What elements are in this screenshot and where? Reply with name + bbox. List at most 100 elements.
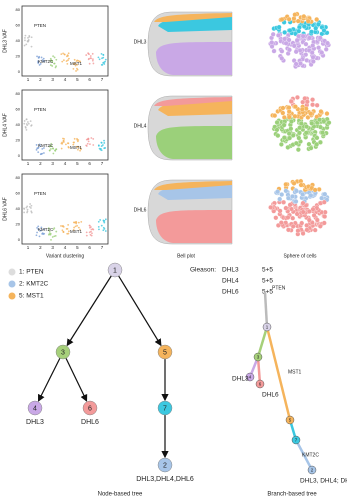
point	[85, 234, 88, 237]
cell	[318, 124, 323, 130]
label: 20	[16, 54, 21, 59]
point	[87, 138, 90, 140]
cell	[296, 135, 302, 141]
cell	[308, 192, 314, 198]
point	[62, 59, 65, 62]
point	[36, 227, 38, 229]
cell	[280, 105, 286, 111]
point	[102, 54, 105, 56]
label: DHL4	[134, 123, 147, 129]
cell	[283, 205, 289, 211]
cell	[319, 195, 325, 201]
y-axis-label: DHL3 VAF	[2, 29, 8, 53]
point	[90, 228, 93, 231]
point	[67, 52, 70, 55]
label: 3	[257, 354, 260, 359]
bell-clone	[154, 13, 232, 22]
cell	[283, 181, 289, 187]
cell	[290, 132, 296, 138]
point	[88, 57, 90, 60]
point	[55, 230, 58, 233]
label: DHL6	[81, 419, 99, 426]
point	[30, 36, 33, 39]
plot-frame	[21, 5, 109, 77]
cell	[286, 37, 292, 43]
cell	[323, 46, 329, 52]
label: 3	[51, 161, 54, 166]
label: 1	[27, 245, 30, 250]
label: 0	[18, 237, 21, 242]
label: 1	[266, 324, 269, 329]
cell	[303, 41, 309, 47]
point	[85, 145, 88, 147]
point	[90, 57, 92, 60]
label: 5: MST1	[19, 293, 44, 300]
point	[67, 224, 70, 226]
label: 60	[16, 23, 21, 28]
point	[77, 226, 80, 229]
node	[157, 400, 173, 416]
edge	[62, 351, 88, 402]
cell	[316, 186, 322, 192]
cell	[287, 202, 293, 208]
label: Gleason:	[190, 267, 216, 274]
point	[25, 43, 28, 46]
point	[54, 149, 57, 152]
label: 3	[61, 349, 65, 356]
label: 2	[39, 77, 42, 82]
cell	[283, 40, 289, 46]
point	[86, 142, 89, 145]
cell	[288, 126, 294, 132]
point	[67, 146, 70, 149]
cell	[291, 180, 297, 186]
cell	[310, 43, 316, 48]
point	[40, 153, 43, 155]
point	[99, 219, 102, 221]
cell	[310, 97, 316, 103]
point	[53, 62, 56, 65]
point	[25, 118, 28, 121]
label: 6	[88, 77, 91, 82]
point	[53, 56, 56, 59]
cell	[278, 220, 284, 226]
cell	[325, 40, 330, 46]
point	[48, 145, 51, 148]
node	[157, 457, 173, 473]
cell	[317, 139, 323, 145]
point	[89, 55, 92, 57]
point	[38, 55, 41, 58]
point	[90, 234, 93, 237]
point	[92, 144, 95, 146]
cell	[314, 141, 320, 147]
cell	[282, 29, 288, 35]
cell	[324, 111, 330, 117]
label: PTEN	[34, 107, 46, 112]
point	[76, 224, 78, 227]
point	[48, 230, 51, 233]
label: DHL6	[134, 207, 147, 213]
point	[30, 45, 33, 48]
point	[73, 137, 76, 140]
point	[85, 231, 88, 234]
point	[26, 211, 28, 214]
point	[50, 145, 53, 147]
label: Branch-based tree	[267, 492, 317, 498]
cell	[310, 54, 316, 60]
cell	[269, 44, 275, 49]
cell	[289, 119, 294, 125]
cell	[319, 50, 325, 56]
point	[88, 53, 90, 56]
cell	[320, 130, 325, 136]
cell	[317, 35, 323, 41]
point	[35, 234, 38, 237]
bell-clone	[156, 42, 232, 75]
cell	[321, 220, 327, 226]
label: PTEN	[272, 285, 286, 291]
cell	[286, 131, 292, 137]
point	[72, 63, 75, 65]
point	[87, 140, 90, 143]
cell	[294, 211, 300, 217]
label: 6	[88, 161, 91, 166]
bell-clone	[156, 126, 232, 159]
label: DHL3	[26, 419, 44, 426]
